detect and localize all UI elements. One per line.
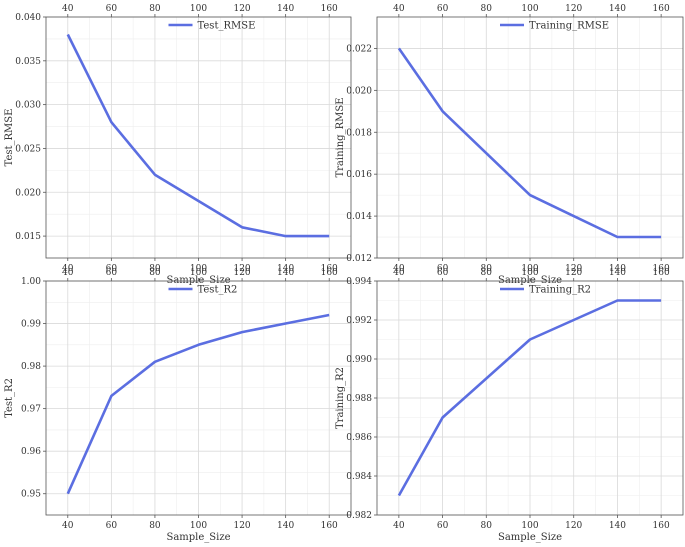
x-tick-label: 60 — [106, 264, 118, 274]
x-tick-label-top: 120 — [233, 4, 250, 14]
x-tick-label: 160 — [653, 521, 670, 531]
x-tick-label: 120 — [565, 521, 582, 531]
x-tick-label-top: 40 — [393, 4, 405, 14]
x-tick-label-top: 160 — [653, 4, 670, 14]
x-tick-label-top: 120 — [233, 268, 250, 278]
legend-label: Training_R2 — [529, 285, 591, 296]
x-tick-label-top: 160 — [653, 268, 670, 278]
x-tick-label: 80 — [149, 264, 161, 274]
chart-panel-2: 4040606080801001001201201401401601600.01… — [335, 4, 684, 286]
y-tick-label: 0.016 — [346, 170, 372, 180]
chart-panel-1: 4040606080801001001201201401401601600.01… — [4, 4, 352, 286]
x-tick-label: 120 — [565, 264, 582, 274]
x-tick-label: 140 — [277, 521, 294, 531]
x-tick-label-top: 140 — [277, 4, 294, 14]
x-tick-label: 80 — [149, 521, 161, 531]
y-tick-label: 0.986 — [346, 433, 372, 443]
y-tick-label: 0.96 — [21, 447, 41, 457]
x-tick-label: 40 — [393, 264, 405, 274]
x-tick-label: 160 — [653, 264, 670, 274]
x-tick-label-top: 40 — [62, 268, 74, 278]
x-tick-label-top: 80 — [149, 4, 161, 14]
x-tick-label-top: 140 — [277, 268, 294, 278]
y-tick-label: 0.018 — [346, 128, 372, 138]
x-tick-label-top: 100 — [190, 4, 207, 14]
x-tick-label: 100 — [190, 521, 207, 531]
series-line — [397, 47, 662, 239]
x-tick-label-top: 60 — [437, 4, 449, 14]
y-tick-label: 0.025 — [15, 144, 41, 154]
y-tick-label: 0.014 — [346, 212, 372, 222]
y-tick-label: 0.012 — [346, 254, 372, 264]
x-tick-label-top: 100 — [521, 268, 538, 278]
x-tick-label-top: 60 — [106, 268, 118, 278]
y-tick-label: 0.020 — [346, 86, 372, 96]
y-tick-label: 0.97 — [21, 405, 41, 415]
x-tick-label-top: 80 — [481, 268, 493, 278]
legend-label: Test_R2 — [198, 285, 238, 296]
y-axis-label: Training_RMSE — [335, 97, 346, 177]
x-tick-label-top: 80 — [149, 268, 161, 278]
y-tick-label: 0.99 — [21, 320, 41, 330]
y-axis-label: Test_RMSE — [4, 109, 15, 167]
x-tick-label: 100 — [190, 264, 207, 274]
x-tick-label: 140 — [609, 521, 626, 531]
chart-panel-4: 40 40 60 60 80 80 100 100 120 120 140 140 160 160 0.98… — [335, 268, 684, 543]
x-tick-label: 60 — [437, 264, 449, 274]
x-tick-label-top: 40 — [393, 268, 405, 278]
x-axis-label: Sample_Size — [166, 532, 230, 543]
x-tick-label: 80 — [481, 521, 493, 531]
x-tick-label-top: 140 — [609, 4, 626, 14]
y-tick-label: 0.95 — [21, 490, 41, 500]
y-tick-label: 0.030 — [15, 101, 41, 111]
y-tick-label: 0.992 — [346, 316, 372, 326]
y-tick-label: 0.98 — [21, 362, 41, 372]
y-tick-label: 0.988 — [346, 394, 372, 404]
x-tick-label-top: 140 — [609, 268, 626, 278]
x-tick-label-top: 120 — [565, 268, 582, 278]
x-tick-label: 140 — [277, 264, 294, 274]
series-line — [66, 33, 330, 238]
y-tick-label: 0.022 — [346, 44, 372, 54]
y-axis-label: Test_R2 — [4, 378, 15, 418]
x-tick-label: 40 — [62, 264, 74, 274]
x-tick-label-top: 160 — [321, 4, 338, 14]
legend-label: Training_RMSE — [529, 21, 609, 32]
y-tick-label: 0.994 — [346, 277, 372, 287]
y-tick-label: 0.020 — [15, 188, 41, 198]
x-tick-label-top: 60 — [106, 4, 118, 14]
y-tick-label: 1.00 — [21, 277, 41, 287]
x-tick-label-top: 120 — [565, 4, 582, 14]
x-tick-label: 100 — [521, 521, 538, 531]
x-tick-label: 40 — [393, 521, 405, 531]
x-tick-label-top: 40 — [62, 4, 74, 14]
x-tick-label-top: 80 — [481, 4, 493, 14]
y-axis-label: Training_R2 — [335, 367, 346, 429]
x-tick-label-top: 60 — [437, 268, 449, 278]
y-tick-label: 0.984 — [346, 472, 372, 482]
y-tick-label: 0.040 — [15, 13, 41, 23]
chart-panel-3: 40 40 60 60 80 80 100 100 120 120 140 140 160 160 0.95… — [4, 268, 352, 543]
x-tick-label-top: 100 — [190, 268, 207, 278]
x-tick-label: 160 — [321, 264, 338, 274]
y-tick-label: 0.990 — [346, 355, 372, 365]
x-tick-label: 80 — [481, 264, 493, 274]
x-tick-label: 160 — [321, 521, 338, 531]
x-tick-label: 60 — [437, 521, 449, 531]
y-tick-label: 0.015 — [15, 232, 41, 242]
x-tick-label-top: 160 — [321, 268, 338, 278]
x-tick-label: 100 — [521, 264, 538, 274]
x-tick-label: 140 — [609, 264, 626, 274]
x-tick-label: 40 — [62, 521, 74, 531]
x-tick-label: 120 — [233, 521, 250, 531]
y-tick-label: 0.035 — [15, 57, 41, 67]
x-tick-label: 120 — [233, 264, 250, 274]
x-axis-label: Sample_Size — [498, 532, 562, 543]
legend-label: Test_RMSE — [198, 21, 256, 32]
y-tick-label: 0.982 — [346, 511, 372, 521]
x-tick-label-top: 100 — [521, 4, 538, 14]
series-line — [66, 313, 330, 495]
x-tick-label: 60 — [106, 521, 118, 531]
